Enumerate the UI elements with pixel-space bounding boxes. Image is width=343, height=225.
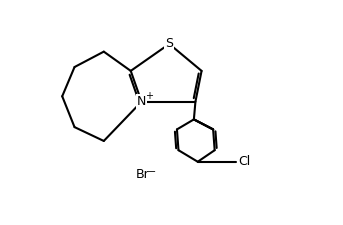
Text: Cl: Cl: [238, 155, 250, 168]
Text: N: N: [137, 95, 146, 108]
Text: S: S: [165, 37, 173, 50]
Text: −: −: [148, 167, 156, 177]
Text: +: +: [145, 91, 153, 101]
Text: Br: Br: [135, 168, 149, 181]
